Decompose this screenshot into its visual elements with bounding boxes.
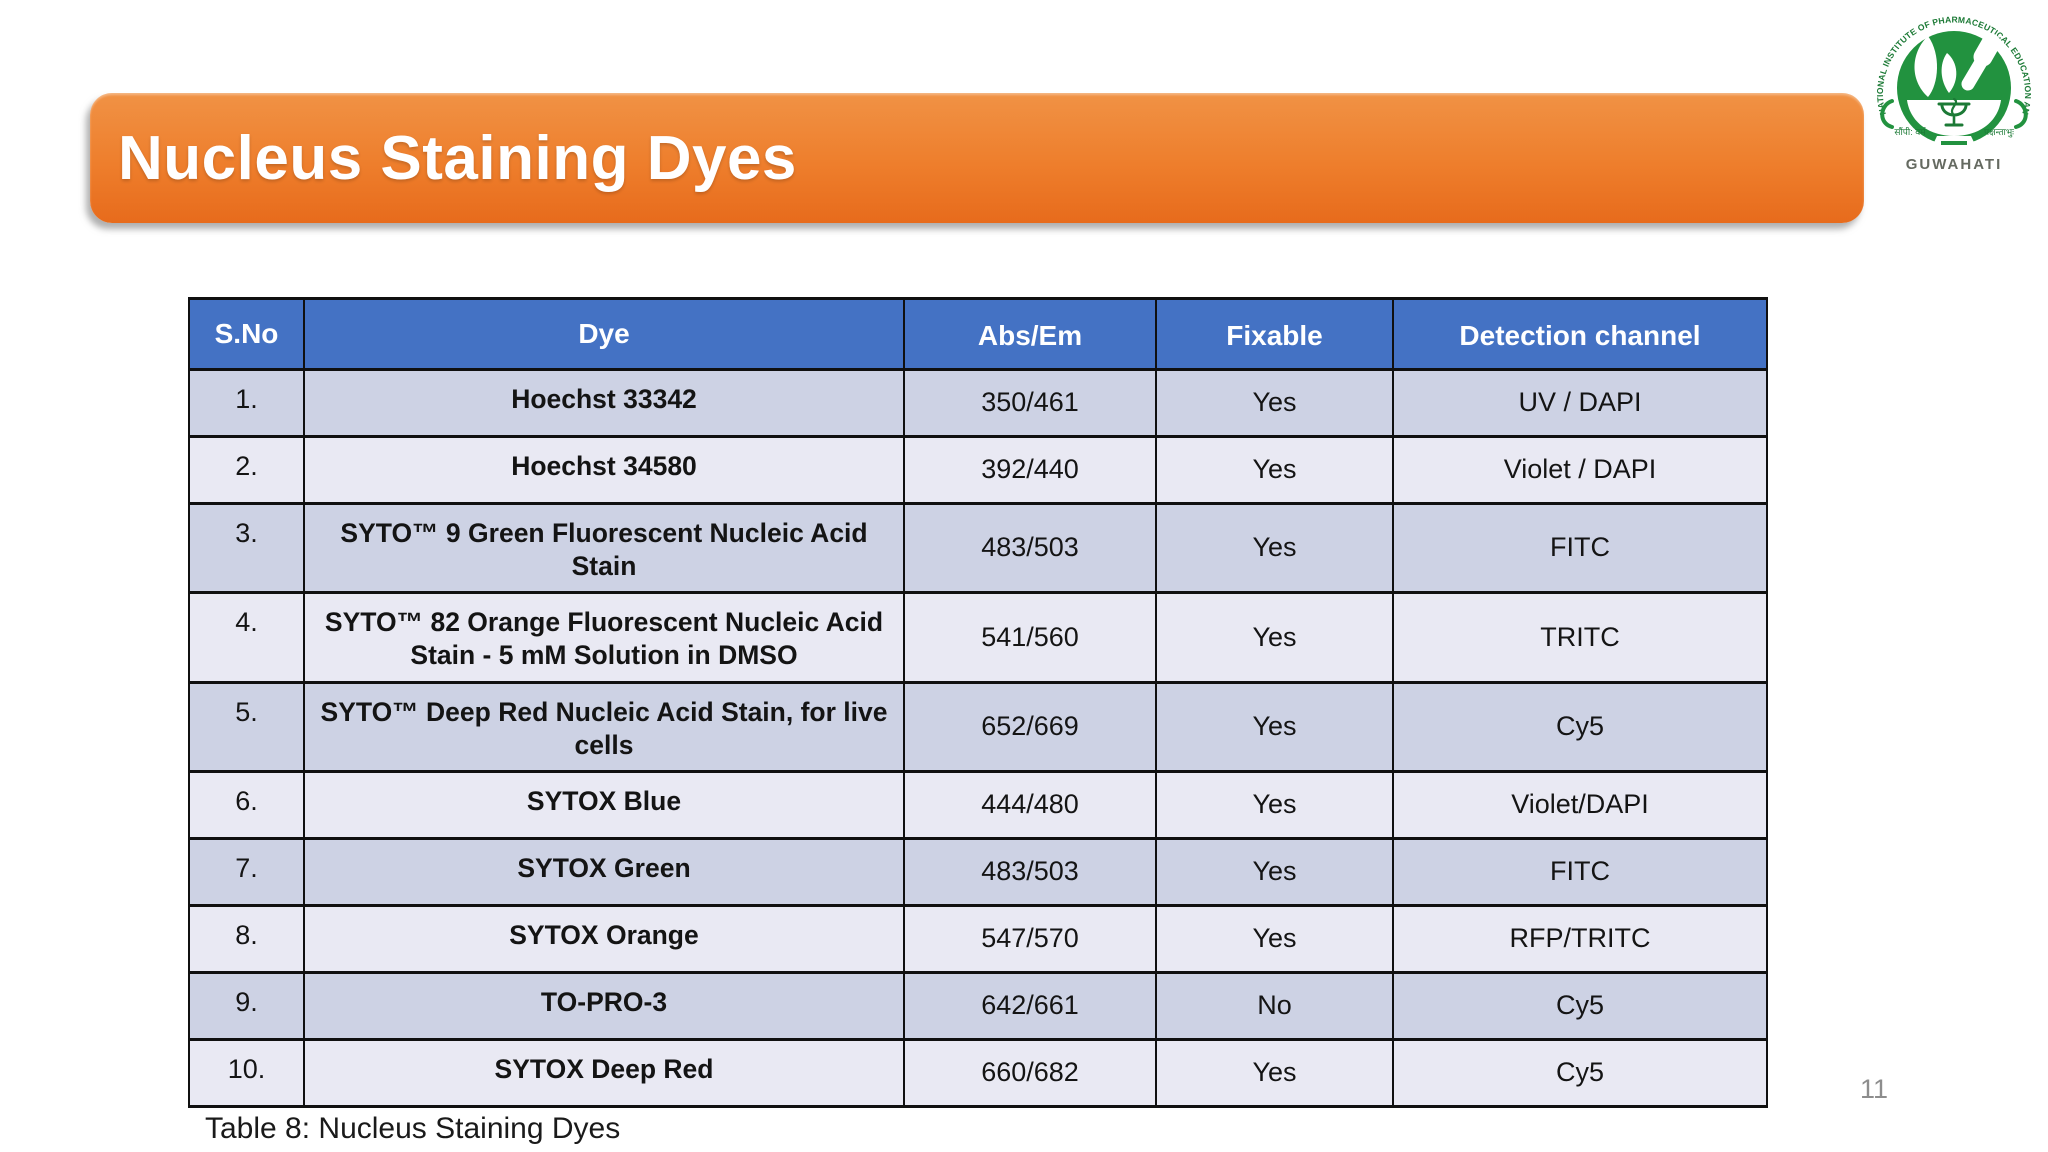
cell-detection-channel: FITC [1392, 836, 1768, 907]
cell-detection-channel: FITC [1392, 501, 1768, 595]
table-row: 8. SYTOX Orange 547/570 Yes RFP/TRITC [188, 903, 1768, 974]
cell-detection-channel: UV / DAPI [1392, 368, 1768, 438]
cell-sno: 3. [188, 501, 305, 595]
cell-fixable: Yes [1155, 501, 1394, 595]
cell-dye: Hoechst 33342 [303, 368, 905, 438]
table-row: 4. SYTO™ 82 Orange Fluorescent Nucleic A… [188, 591, 1768, 684]
cell-dye: SYTO™ 82 Orange Fluorescent Nucleic Acid… [303, 591, 905, 684]
cell-detection-channel: Cy5 [1392, 680, 1768, 773]
cell-dye: SYTO™ Deep Red Nucleic Acid Stain, for l… [303, 680, 905, 773]
pharmacy-cup-icon [1937, 97, 1971, 127]
cell-dye: TO-PRO-3 [303, 970, 905, 1041]
table-row: 10. SYTOX Deep Red 660/682 Yes Cy5 [188, 1037, 1768, 1108]
cell-detection-channel: Violet/DAPI [1392, 769, 1768, 840]
title-banner: Nucleus Staining Dyes [90, 93, 1864, 223]
column-header-detection-channel: Detection channel [1392, 297, 1768, 371]
cell-fixable: Yes [1155, 680, 1394, 773]
ribbon-flourishes [1880, 99, 2028, 129]
cell-detection-channel: Cy5 [1392, 970, 1768, 1041]
cell-abs-em: 483/503 [903, 836, 1157, 907]
table-row: 3. SYTO™ 9 Green Fluorescent Nucleic Aci… [188, 501, 1768, 595]
column-header-abs-em: Abs/Em [903, 297, 1157, 371]
cell-abs-em: 541/560 [903, 591, 1157, 684]
table-row: 1. Hoechst 33342 350/461 Yes UV / DAPI [188, 368, 1768, 438]
cell-abs-em: 350/461 [903, 368, 1157, 438]
cell-fixable: No [1155, 970, 1394, 1041]
table-header-row: S.No Dye Abs/Em Fixable Detection channe… [188, 297, 1768, 371]
cell-abs-em: 642/661 [903, 970, 1157, 1041]
cell-fixable: Yes [1155, 903, 1394, 974]
cell-fixable: Yes [1155, 769, 1394, 840]
cell-sno: 2. [188, 435, 305, 505]
column-header-fixable: Fixable [1155, 297, 1394, 371]
table-row: 9. TO-PRO-3 642/661 No Cy5 [188, 970, 1768, 1041]
cell-fixable: Yes [1155, 1037, 1394, 1108]
column-header-sno: S.No [188, 297, 305, 371]
cell-dye: Hoechst 34580 [303, 435, 905, 505]
cell-abs-em: 483/503 [903, 501, 1157, 595]
cell-sno: 10. [188, 1037, 305, 1108]
cell-fixable: Yes [1155, 368, 1394, 438]
pestle-icon [1961, 33, 2001, 91]
leaf-icon [1914, 36, 1957, 97]
cell-sno: 6. [188, 769, 305, 840]
institute-logo: NATIONAL INSTITUTE OF PHARMACEUTICAL EDU… [1862, 0, 2033, 173]
cell-dye: SYTOX Orange [303, 903, 905, 974]
cell-abs-em: 660/682 [903, 1037, 1157, 1108]
cell-abs-em: 444/480 [903, 769, 1157, 840]
column-header-dye: Dye [303, 297, 905, 371]
cell-sno: 8. [188, 903, 305, 974]
cell-detection-channel: RFP/TRITC [1392, 903, 1768, 974]
cell-abs-em: 547/570 [903, 903, 1157, 974]
cell-sno: 9. [188, 970, 305, 1041]
table-row: 7. SYTOX Green 483/503 Yes FITC [188, 836, 1768, 907]
dyes-table: S.No Dye Abs/Em Fixable Detection channe… [188, 297, 1768, 1108]
cell-dye: SYTOX Deep Red [303, 1037, 905, 1108]
cell-fixable: Yes [1155, 435, 1394, 505]
table-body: 1. Hoechst 33342 350/461 Yes UV / DAPI 2… [188, 368, 1768, 1108]
cell-dye: SYTOX Blue [303, 769, 905, 840]
table-caption: Table 8: Nucleus Staining Dyes [205, 1112, 621, 1145]
table-row: 6. SYTOX Blue 444/480 Yes Violet/DAPI [188, 769, 1768, 840]
cell-detection-channel: TRITC [1392, 591, 1768, 684]
cell-fixable: Yes [1155, 591, 1394, 684]
logo-motto-right: पक्षन्ताभुः [1984, 127, 2014, 138]
cell-dye: SYTOX Green [303, 836, 905, 907]
page-title: Nucleus Staining Dyes [118, 123, 797, 193]
cell-sno: 7. [188, 836, 305, 907]
logo-motto-left: सौंपी: वर्म [1894, 126, 1926, 137]
table-row: 5. SYTO™ Deep Red Nucleic Acid Stain, fo… [188, 680, 1768, 773]
cell-fixable: Yes [1155, 836, 1394, 907]
cell-detection-channel: Violet / DAPI [1392, 435, 1768, 505]
cell-detection-channel: Cy5 [1392, 1037, 1768, 1108]
page-number: 11 [1860, 1074, 1889, 1104]
cell-dye: SYTO™ 9 Green Fluorescent Nucleic Acid S… [303, 501, 905, 595]
cell-sno: 1. [188, 368, 305, 438]
table-row: 2. Hoechst 34580 392/440 Yes Violet / DA… [188, 435, 1768, 505]
cell-abs-em: 392/440 [903, 435, 1157, 505]
cell-sno: 4. [188, 591, 305, 684]
cell-sno: 5. [188, 680, 305, 773]
cell-abs-em: 652/669 [903, 680, 1157, 773]
logo-city-label: GUWAHATI [1906, 156, 2003, 173]
